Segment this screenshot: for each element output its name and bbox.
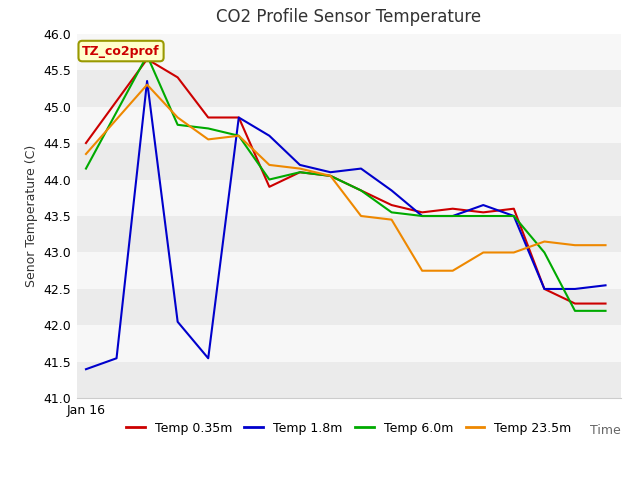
Bar: [77, 325, 621, 362]
Temp 0.35m: [204, 115, 212, 120]
Temp 1.8m: [479, 202, 487, 208]
Temp 1.8m: [326, 169, 334, 175]
Temp 23.5m: [235, 133, 243, 139]
Legend: Temp 0.35m, Temp 1.8m, Temp 6.0m, Temp 23.5m: Temp 0.35m, Temp 1.8m, Temp 6.0m, Temp 2…: [121, 417, 577, 440]
Bar: [77, 70, 621, 107]
Temp 1.8m: [235, 115, 243, 120]
Temp 6.0m: [479, 213, 487, 219]
Temp 1.8m: [388, 188, 396, 193]
Text: TZ_co2prof: TZ_co2prof: [82, 45, 160, 58]
Bar: [77, 180, 621, 216]
Temp 0.35m: [266, 184, 273, 190]
Y-axis label: Senor Temperature (C): Senor Temperature (C): [25, 145, 38, 287]
Temp 0.35m: [388, 202, 396, 208]
Temp 6.0m: [357, 188, 365, 193]
Temp 23.5m: [174, 115, 182, 120]
Temp 1.8m: [113, 355, 120, 361]
Line: Temp 0.35m: Temp 0.35m: [86, 59, 605, 303]
Temp 23.5m: [388, 217, 396, 223]
Temp 6.0m: [266, 177, 273, 182]
Bar: [77, 34, 621, 70]
Temp 23.5m: [204, 136, 212, 142]
Temp 1.8m: [143, 78, 151, 84]
Temp 0.35m: [82, 140, 90, 146]
Temp 23.5m: [143, 82, 151, 87]
Temp 6.0m: [510, 213, 518, 219]
Line: Temp 23.5m: Temp 23.5m: [86, 84, 605, 271]
Temp 6.0m: [602, 308, 609, 314]
Temp 23.5m: [296, 166, 304, 171]
Temp 23.5m: [510, 250, 518, 255]
Bar: [77, 216, 621, 252]
Temp 6.0m: [235, 133, 243, 139]
Temp 6.0m: [541, 250, 548, 255]
Temp 0.35m: [602, 300, 609, 306]
Temp 1.8m: [296, 162, 304, 168]
Temp 0.35m: [449, 206, 456, 212]
Temp 6.0m: [388, 209, 396, 215]
Temp 0.35m: [510, 206, 518, 212]
Temp 23.5m: [82, 151, 90, 157]
Temp 0.35m: [571, 300, 579, 306]
Temp 23.5m: [541, 239, 548, 244]
Temp 6.0m: [571, 308, 579, 314]
Temp 1.8m: [449, 213, 456, 219]
Bar: [77, 252, 621, 289]
Temp 23.5m: [419, 268, 426, 274]
Temp 6.0m: [82, 166, 90, 171]
Line: Temp 6.0m: Temp 6.0m: [86, 56, 605, 311]
Temp 23.5m: [357, 213, 365, 219]
Temp 1.8m: [419, 213, 426, 219]
Bar: [77, 143, 621, 180]
Temp 1.8m: [82, 366, 90, 372]
Temp 23.5m: [326, 173, 334, 179]
Temp 1.8m: [602, 282, 609, 288]
Temp 0.35m: [541, 286, 548, 292]
Temp 6.0m: [174, 122, 182, 128]
Temp 23.5m: [266, 162, 273, 168]
Temp 0.35m: [326, 173, 334, 179]
Temp 23.5m: [602, 242, 609, 248]
Temp 1.8m: [571, 286, 579, 292]
Temp 0.35m: [174, 74, 182, 80]
Bar: [77, 107, 621, 143]
Bar: [77, 362, 621, 398]
Text: Time: Time: [590, 424, 621, 437]
Line: Temp 1.8m: Temp 1.8m: [86, 81, 605, 369]
Temp 1.8m: [357, 166, 365, 171]
Temp 0.35m: [143, 56, 151, 62]
Temp 6.0m: [204, 126, 212, 132]
Temp 23.5m: [449, 268, 456, 274]
Temp 23.5m: [479, 250, 487, 255]
Temp 1.8m: [510, 213, 518, 219]
Temp 1.8m: [266, 133, 273, 139]
Bar: [77, 289, 621, 325]
Temp 0.35m: [479, 209, 487, 215]
Temp 6.0m: [449, 213, 456, 219]
Temp 0.35m: [357, 188, 365, 193]
Temp 23.5m: [571, 242, 579, 248]
Temp 0.35m: [296, 169, 304, 175]
Temp 1.8m: [174, 319, 182, 324]
Temp 6.0m: [296, 169, 304, 175]
Title: CO2 Profile Sensor Temperature: CO2 Profile Sensor Temperature: [216, 9, 481, 26]
Temp 6.0m: [419, 213, 426, 219]
Temp 1.8m: [541, 286, 548, 292]
Temp 0.35m: [419, 209, 426, 215]
Temp 0.35m: [235, 115, 243, 120]
Temp 6.0m: [326, 173, 334, 179]
Temp 6.0m: [143, 53, 151, 59]
Temp 1.8m: [204, 355, 212, 361]
